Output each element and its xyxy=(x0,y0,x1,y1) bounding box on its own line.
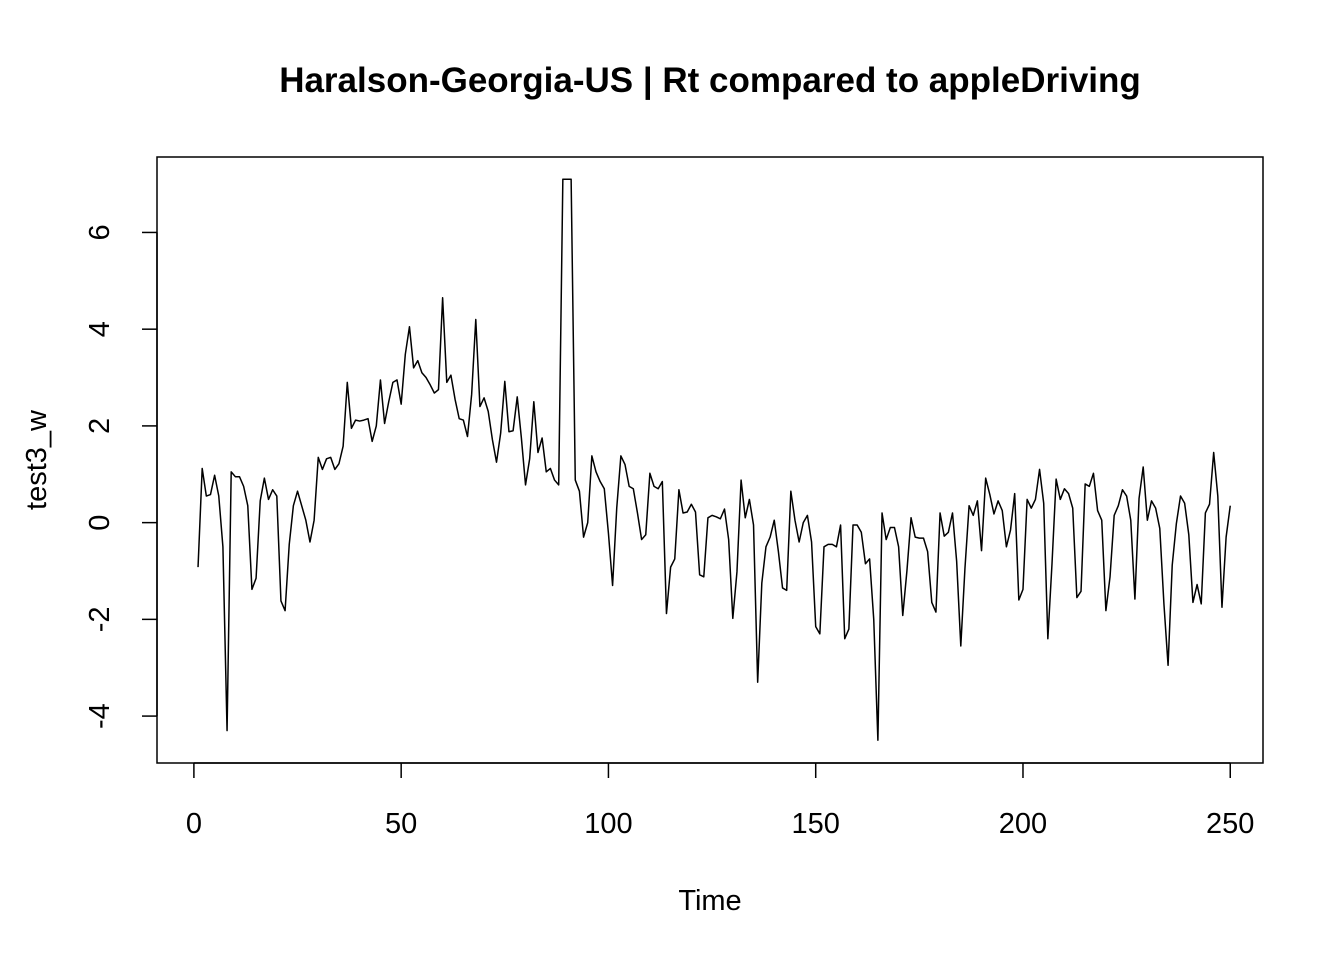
x-axis: 0 50 100 150 200 250 xyxy=(186,762,1254,840)
x-axis-label: Time xyxy=(678,885,741,917)
y-tick-label: 0 xyxy=(84,515,116,531)
series-line xyxy=(197,178,1231,742)
chart-title: Haralson-Georgia-US | Rt compared to app… xyxy=(279,61,1141,100)
data-points xyxy=(197,178,1231,741)
x-tick-label: 200 xyxy=(999,808,1047,840)
x-tick-label: 0 xyxy=(186,808,202,840)
y-tick-label: 6 xyxy=(84,224,116,240)
y-tick-label: -2 xyxy=(84,606,116,632)
y-axis-label: test3_w xyxy=(21,409,53,510)
y-tick-label: -4 xyxy=(84,703,116,729)
x-tick-label: 250 xyxy=(1206,808,1254,840)
x-tick-label: 100 xyxy=(584,808,632,840)
y-tick-label: 2 xyxy=(84,418,116,434)
x-tick-label: 150 xyxy=(792,808,840,840)
plot-frame xyxy=(156,156,1264,764)
y-axis: -4 -2 0 2 4 6 xyxy=(84,224,158,729)
x-tick-label: 50 xyxy=(385,808,417,840)
y-tick-label: 4 xyxy=(84,321,116,337)
